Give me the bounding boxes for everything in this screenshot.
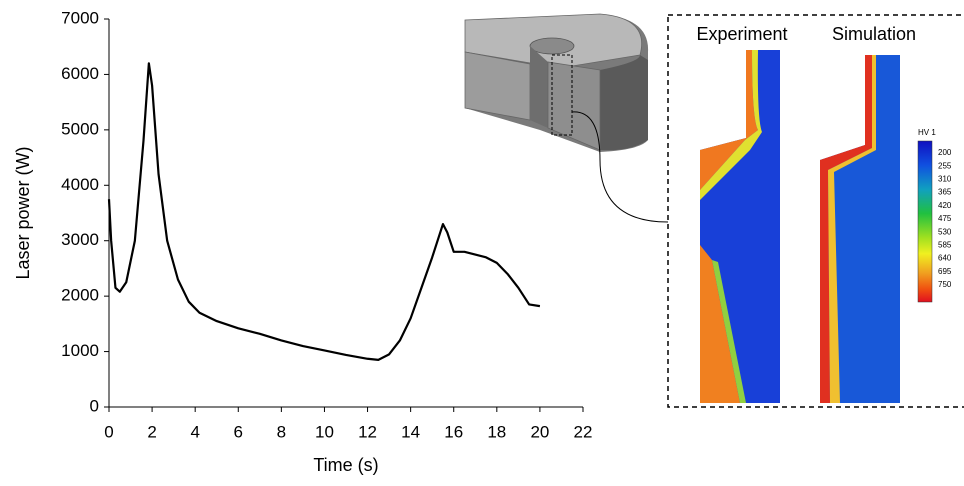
- colorbar-title: HV 1: [918, 128, 936, 137]
- y-tick-label: 1000: [61, 341, 99, 360]
- colorbar-label: 640: [938, 254, 952, 263]
- y-tick-label: 7000: [61, 8, 99, 27]
- x-tick-label: 6: [234, 422, 243, 441]
- x-tick-label: 10: [315, 422, 334, 441]
- x-tick-label: 20: [530, 422, 549, 441]
- y-tick-label: 3000: [61, 230, 99, 249]
- simulation-label: Simulation: [832, 24, 916, 44]
- colorbar-label: 365: [938, 188, 952, 197]
- x-tick-label: 12: [358, 422, 377, 441]
- x-tick-label: 8: [277, 422, 286, 441]
- colorbar-label: 310: [938, 175, 952, 184]
- x-tick-label: 18: [487, 422, 506, 441]
- x-tick-label: 16: [444, 422, 463, 441]
- colorbar-label: 750: [938, 280, 952, 289]
- y-tick-label: 2000: [61, 286, 99, 305]
- colorbar-label: 420: [938, 201, 952, 210]
- experiment-map: [700, 50, 780, 403]
- y-axis-title: Laser power (W): [13, 146, 33, 279]
- y-tick-label: 6000: [61, 64, 99, 83]
- simulation-map: [820, 55, 900, 403]
- y-tick-label: 4000: [61, 175, 99, 194]
- part-drawing: [465, 14, 668, 222]
- x-axis-title: Time (s): [313, 455, 378, 475]
- colorbar-label: 695: [938, 267, 952, 276]
- y-tick-label: 0: [90, 396, 99, 415]
- x-tick-label: 0: [104, 422, 113, 441]
- figure: Experiment Simulation HV 1 2002553103654…: [0, 0, 964, 481]
- colorbar-label: 200: [938, 148, 952, 157]
- x-tick-label: 14: [401, 422, 420, 441]
- colorbar: [918, 141, 932, 302]
- colorbar-labels: 200 255 310 365 420 475 530 585 640 695 750: [938, 148, 952, 289]
- x-tick-label: 4: [190, 422, 199, 441]
- colorbar-label: 585: [938, 241, 952, 250]
- colorbar-label: 255: [938, 161, 952, 170]
- experiment-label: Experiment: [696, 24, 787, 44]
- colorbar-label: 475: [938, 214, 952, 223]
- colorbar-label: 530: [938, 227, 952, 236]
- x-tick-label: 22: [574, 422, 593, 441]
- x-tick-label: 2: [147, 422, 156, 441]
- y-tick-label: 5000: [61, 119, 99, 138]
